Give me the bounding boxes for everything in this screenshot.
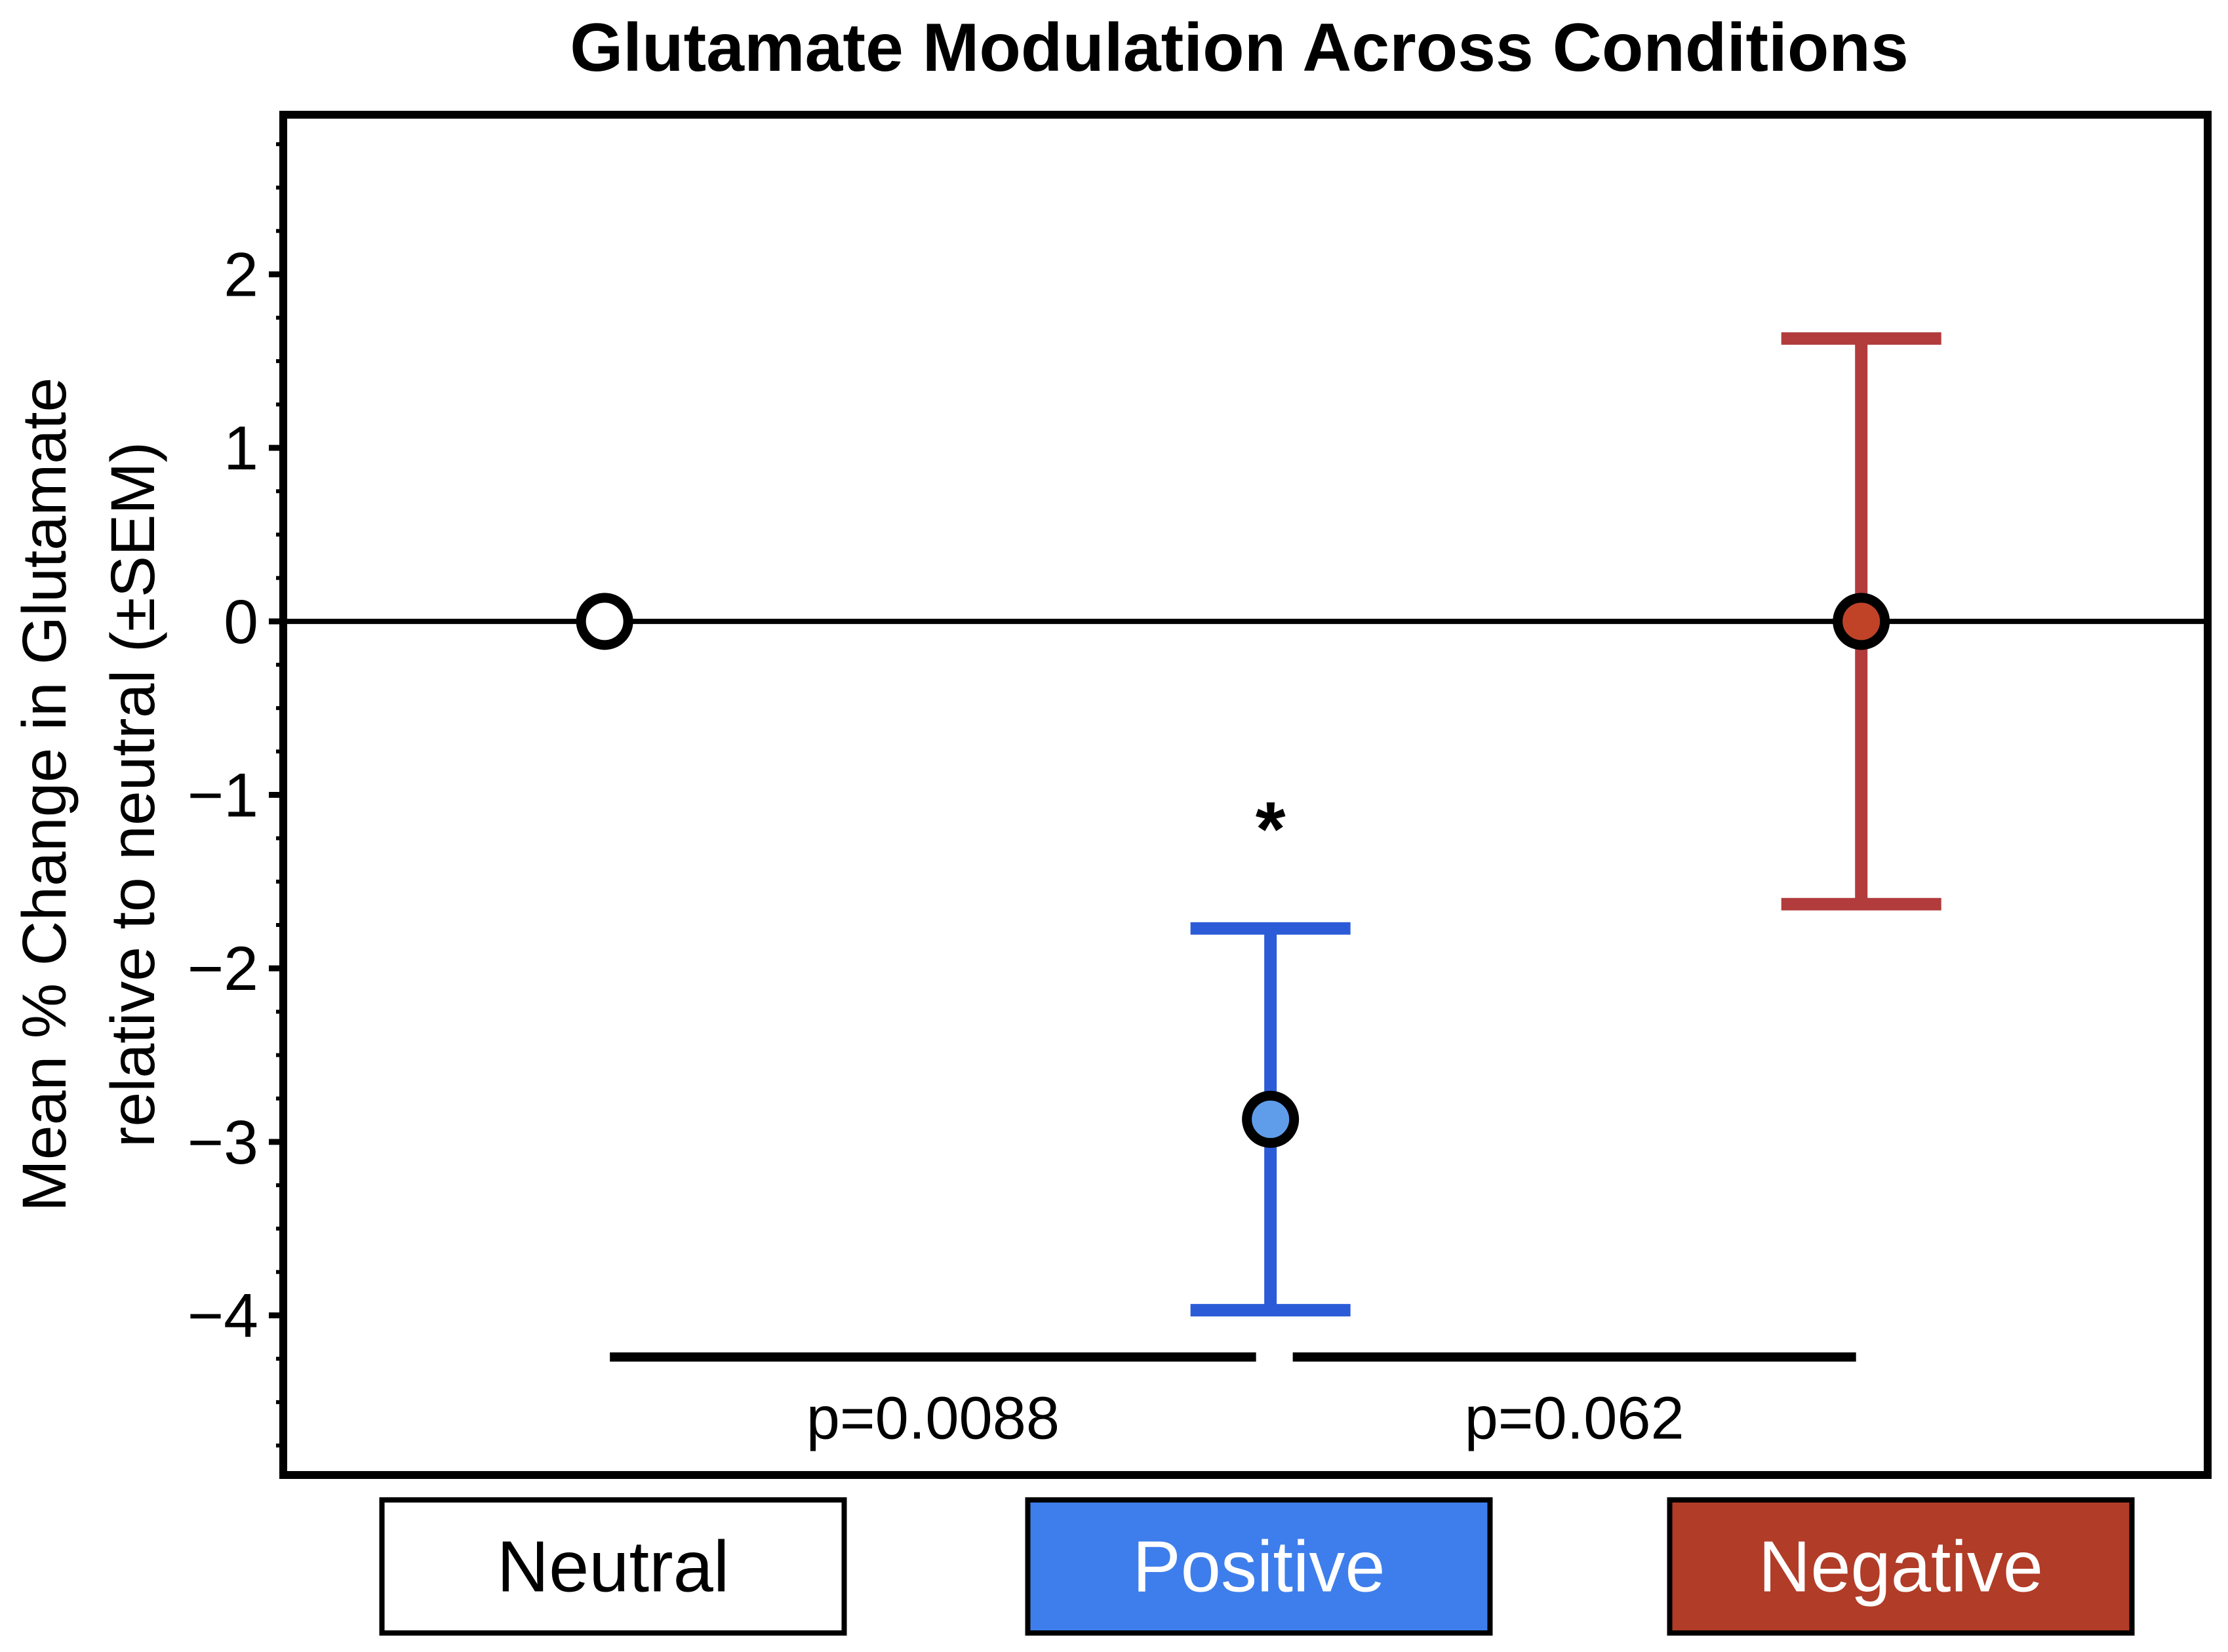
- legend-box-positive: [1025, 1497, 1493, 1636]
- legend-box-negative: [1667, 1497, 2135, 1636]
- y-axis-label-line1: Mean % Change in Glutamate: [10, 378, 79, 1212]
- y-axis-label-line2: relative to neutral (±SEM): [98, 442, 168, 1147]
- y-tick-label: −2: [188, 934, 258, 1004]
- legend-label-neutral: Neutral: [497, 1527, 730, 1607]
- y-tick-label: −1: [188, 761, 258, 831]
- y-tick-label: 1: [224, 414, 258, 483]
- p-value-label: p=0.0088: [806, 1385, 1060, 1451]
- y-tick-label: −4: [188, 1282, 258, 1351]
- y-tick-label: 2: [224, 240, 258, 309]
- significance-comparisons: p=0.0088 p=0.062: [610, 1352, 1856, 1451]
- data-point-positive: [1242, 1090, 1300, 1148]
- legend: Neutral Positive Negative: [379, 1497, 2135, 1636]
- data-point-negative: [1833, 593, 1890, 650]
- y-tick-label: 0: [224, 587, 258, 657]
- legend-box-neutral: [379, 1497, 847, 1636]
- legend-label-negative: Negative: [1759, 1527, 2043, 1607]
- data-point-neutral: [576, 593, 633, 650]
- data-series: *: [576, 332, 1941, 1317]
- plot-border: [279, 111, 2212, 1479]
- p-value-label: p=0.062: [1465, 1385, 1684, 1451]
- y-tick-label: −3: [188, 1108, 258, 1177]
- chart-title: Glutamate Modulation Across Conditions: [570, 10, 1909, 86]
- y-axis-ticks: −4 −3 −2 −1 0 1 2: [188, 142, 283, 1448]
- legend-label-positive: Positive: [1132, 1527, 1385, 1607]
- significance-asterisk-positive: *: [1256, 786, 1286, 873]
